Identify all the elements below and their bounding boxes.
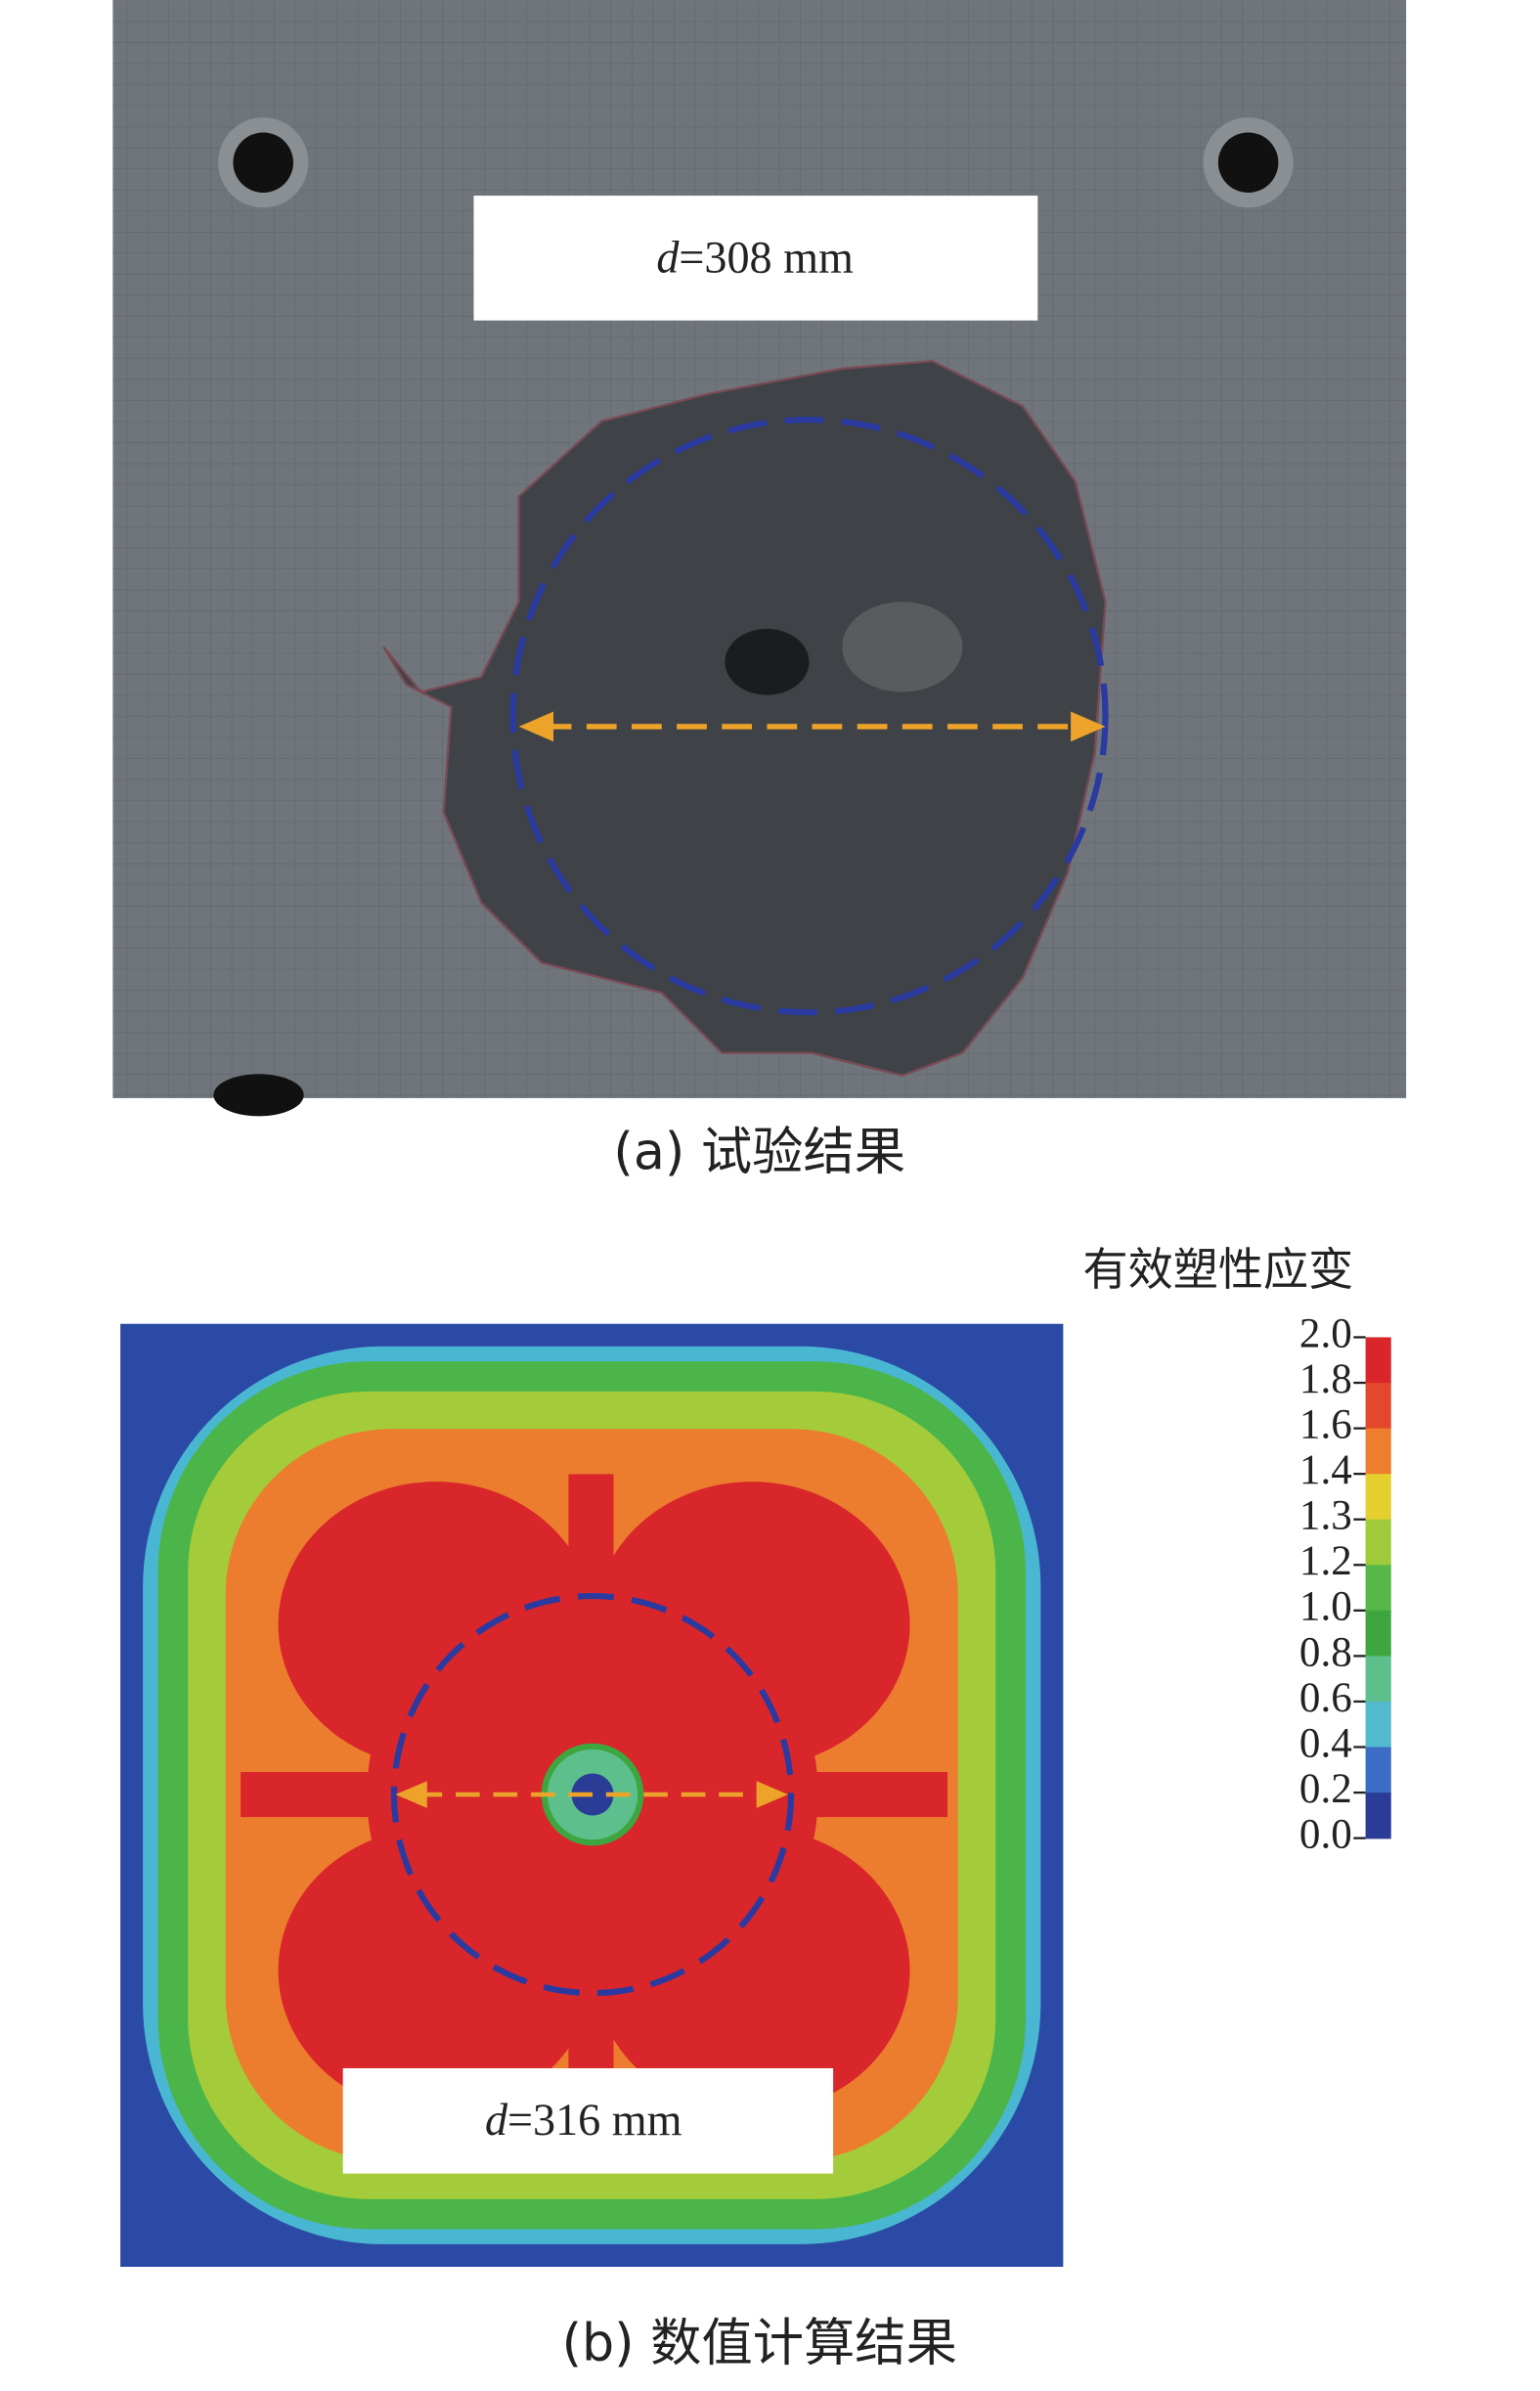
- colorbar-tick-label: 0.0: [1299, 1812, 1352, 1858]
- colorbar-segment: [1365, 1428, 1391, 1475]
- caption: (b) 数值计算结果: [562, 2314, 957, 2373]
- colorbar-title: 有效塑性应变: [1082, 1243, 1353, 1296]
- colorbar-tick-label: 0.8: [1299, 1629, 1352, 1675]
- colorbar-tick-label: 1.4: [1299, 1447, 1352, 1493]
- colorbar-tick-label: 0.2: [1299, 1766, 1352, 1812]
- colorbar-tick-label: 1.8: [1299, 1356, 1352, 1402]
- colorbar-tick-label: 1.6: [1299, 1401, 1352, 1447]
- colorbar: 2.01.81.61.41.31.21.00.80.60.40.20.0: [1299, 1310, 1391, 1858]
- colorbar-segment: [1365, 1383, 1391, 1430]
- colorbar-tick-label: 0.6: [1299, 1675, 1352, 1721]
- photo: d=308 mm: [112, 0, 1407, 1117]
- colorbar-segment: [1365, 1519, 1391, 1567]
- colorbar-tick-label: 1.2: [1299, 1538, 1352, 1584]
- colorbar-segment: [1365, 1656, 1391, 1703]
- colorbar-segment: [1365, 1565, 1391, 1612]
- measurement-label: d=316 mm: [485, 2094, 682, 2144]
- colorbar-segment: [1365, 1610, 1391, 1658]
- colorbar-tick-label: 1.3: [1299, 1493, 1352, 1539]
- colorbar-segment: [1365, 1474, 1391, 1521]
- measurement-label: d=308 mm: [656, 232, 854, 282]
- colorbar-tick-label: 0.4: [1299, 1720, 1352, 1766]
- simulation: d=316 mm: [120, 1323, 1064, 2268]
- colorbar-segment: [1365, 1337, 1391, 1384]
- colorbar-segment: [1365, 1793, 1391, 1839]
- colorbar-tick-label: 1.0: [1299, 1584, 1352, 1630]
- colorbar-segment: [1365, 1701, 1391, 1749]
- colorbar-segment: [1365, 1747, 1391, 1793]
- colorbar-tick-label: 2.0: [1299, 1310, 1352, 1356]
- caption: (a) 试验结果: [613, 1122, 905, 1181]
